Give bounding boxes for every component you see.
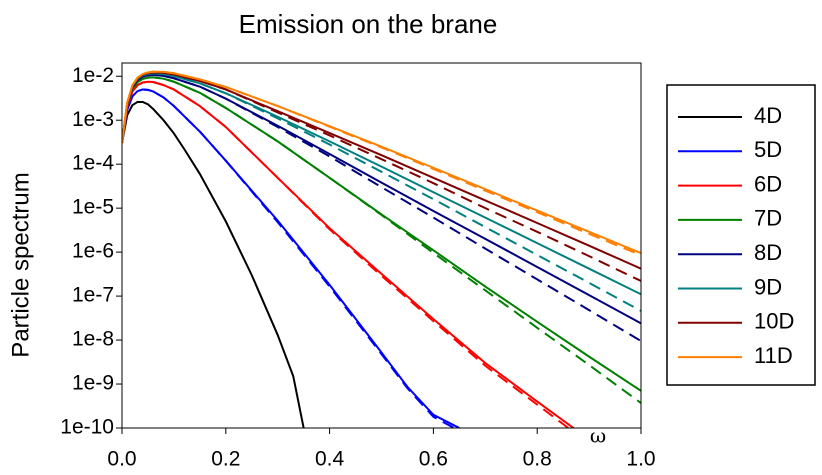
plot-frame xyxy=(121,62,642,429)
legend-label-5d: 5D xyxy=(754,137,782,162)
series-11d-dashed-line xyxy=(122,70,641,257)
y-tick-label: 1e-2 xyxy=(72,64,114,87)
chart-title: Emission on the brane xyxy=(239,9,498,39)
y-tick-label: 1e-8 xyxy=(72,328,114,351)
y-tick-label: 1e-7 xyxy=(72,284,114,307)
series-9d-dashed-line xyxy=(122,72,641,312)
legend-label-8d: 8D xyxy=(754,240,782,265)
series-5d-dashed-line xyxy=(122,88,455,428)
series-8d-dashed-line xyxy=(122,73,641,342)
x-tick-label: 0.0 xyxy=(107,448,136,471)
x-tick-label: 0.2 xyxy=(211,448,240,471)
x-tick-label: 1.0 xyxy=(626,448,655,471)
x-axis-label: ω xyxy=(590,424,606,448)
series-layer xyxy=(122,70,641,428)
x-tick-label: 0.8 xyxy=(523,448,552,471)
series-8d-line xyxy=(122,73,641,325)
series-10d-dashed-line xyxy=(122,71,641,282)
y-tick-label: 1e-10 xyxy=(60,416,114,439)
series-5d-line xyxy=(122,88,460,428)
legend-label-10d: 10D xyxy=(754,309,794,334)
legend-label-9d: 9D xyxy=(754,274,782,299)
legend: 4D 5D 6D 7D 8D 9D 10D 11D xyxy=(678,103,794,368)
x-tick-label: 0.6 xyxy=(419,448,448,471)
legend-label-4d: 4D xyxy=(754,103,782,128)
series-7d-line xyxy=(122,76,641,392)
series-10d-line xyxy=(122,71,641,270)
y-tick-label: 1e-6 xyxy=(72,240,114,263)
y-tick-label: 1e-4 xyxy=(72,152,114,175)
legend-label-11d: 11D xyxy=(754,343,793,368)
legend-label-7d: 7D xyxy=(754,206,782,231)
y-axis-label: Particle spectrum xyxy=(7,172,34,357)
x-tick-label: 0.4 xyxy=(315,448,345,471)
legend-label-6d: 6D xyxy=(754,171,782,196)
series-6d-line xyxy=(122,80,575,428)
x-axis: 0.0 0.2 0.4 0.6 0.8 1.0 xyxy=(107,428,656,471)
legend-box xyxy=(666,84,816,386)
y-axis: 1e-2 1e-3 1e-4 1e-5 1e-6 1e-7 1e-8 1e-9 1e-10 xyxy=(60,64,122,439)
y-tick-label: 1e-5 xyxy=(72,196,114,219)
series-11d-line xyxy=(122,70,641,255)
y-tick-label: 1e-9 xyxy=(72,372,114,395)
y-tick-label: 1e-3 xyxy=(72,108,114,131)
series-4d-line xyxy=(122,100,305,428)
